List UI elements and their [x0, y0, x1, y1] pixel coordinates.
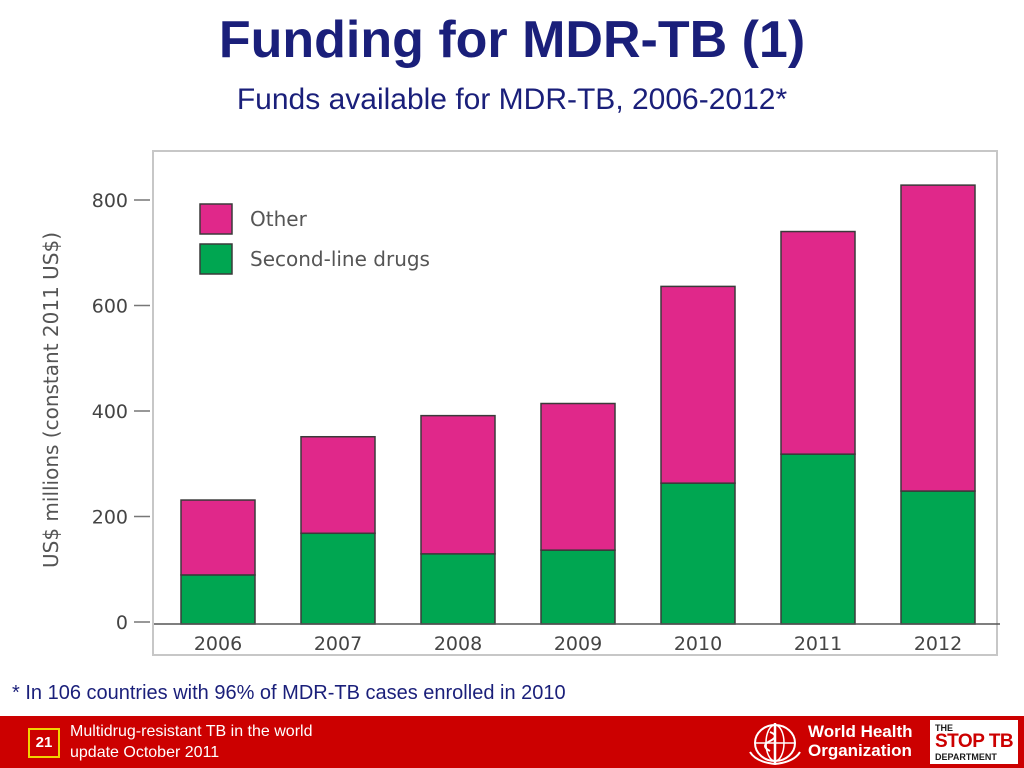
footnote: * In 106 countries with 96% of MDR-TB ca…	[12, 682, 566, 704]
bar-second-line-drugs-2006	[180, 574, 256, 625]
page-number: 21	[28, 728, 60, 758]
bar-other-2010	[660, 285, 736, 484]
who-line2: Organization	[808, 741, 912, 760]
footer-report-title: Multidrug-resistant TB in the world	[70, 723, 313, 740]
x-tick-label-2012: 2012	[914, 633, 962, 655]
y-tick-label-200: 200	[92, 507, 128, 529]
y-tick-label-0: 0	[116, 612, 128, 634]
bar-other-2008	[420, 414, 496, 555]
stoptb-main: STOP TB	[935, 731, 1014, 752]
slide-subtitle: Funds available for MDR-TB, 2006-2012*	[236, 83, 788, 116]
slide-title: Funding for MDR-TB (1)	[218, 11, 806, 69]
legend-swatch-second-line-drugs	[199, 243, 233, 275]
bar-second-line-drugs-2011	[780, 453, 856, 625]
bar-other-2011	[780, 230, 856, 455]
stoptb-dept: DEPARTMENT	[935, 752, 997, 762]
stacked-bar-chart: 2006 2007 2008 2009 2010 2011 2012 Other Second-…	[154, 184, 1000, 655]
bar-second-line-drugs-2012	[900, 490, 976, 625]
y-tick-label-600: 600	[92, 296, 128, 318]
x-tick-label-2009: 2009	[554, 633, 602, 655]
footer-report-date: update October 2011	[70, 744, 220, 761]
legend-label-second-line-drugs: Second-line drugs	[250, 247, 430, 271]
stop-tb-logo: THE STOP TB DEPARTMENT	[930, 720, 1018, 764]
y-axis-labels: 0 200 400 600 800 US$ millions (constant 2011…	[39, 190, 150, 634]
stoptb-the: THE	[935, 723, 953, 733]
x-tick-label-2010: 2010	[674, 633, 722, 655]
y-axis-title: US$ millions (constant 2011 US$)	[39, 232, 63, 568]
x-tick-label-2011: 2011	[794, 633, 842, 655]
legend-label-other: Other	[250, 207, 308, 231]
y-tick-label-800: 800	[92, 190, 128, 212]
bar-second-line-drugs-2007	[300, 532, 376, 625]
bar-other-2009	[540, 402, 616, 551]
x-tick-label-2008: 2008	[434, 633, 482, 655]
footer-bar: 21 Multidrug-resistant TB in the world u…	[0, 716, 1024, 768]
bar-other-2007	[300, 435, 376, 535]
x-tick-label-2007: 2007	[314, 633, 362, 655]
bar-other-2012	[900, 184, 976, 492]
bar-other-2006	[180, 499, 256, 576]
bar-second-line-drugs-2008	[420, 553, 496, 625]
legend-swatch-other	[199, 203, 233, 235]
bar-second-line-drugs-2009	[540, 549, 616, 625]
who-line1: World Health	[808, 722, 913, 741]
bar-second-line-drugs-2010	[660, 482, 736, 625]
who-logo-text: World Health Organization	[808, 722, 913, 760]
x-tick-label-2006: 2006	[194, 633, 242, 655]
chart-frame: 2006 2007 2008 2009 2010 2011 2012 Other Second-…	[152, 150, 1000, 656]
who-emblem-icon	[749, 723, 801, 766]
y-tick-label-400: 400	[92, 401, 128, 423]
